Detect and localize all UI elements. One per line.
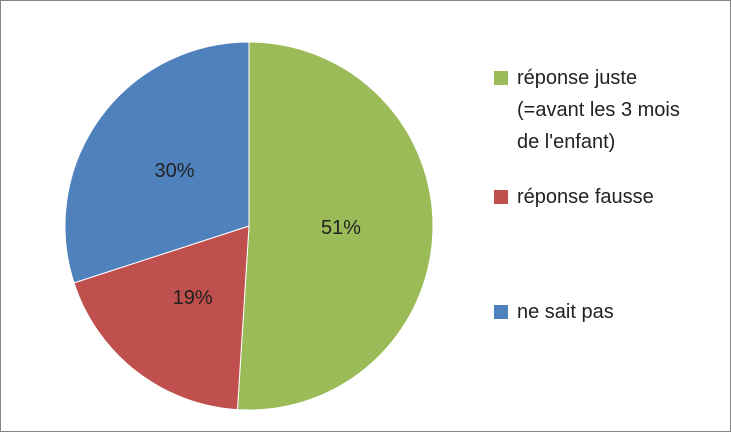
legend-item: réponse fausse [494,181,704,213]
legend-swatch [494,190,508,204]
data-label: 19% [173,287,213,309]
legend-item: ne sait pas [494,296,704,328]
legend-swatch [494,71,508,85]
legend-label: réponse juste (=avant les 3 mois de l'en… [517,67,680,153]
data-label: 30% [155,160,195,182]
legend-label: ne sait pas [517,301,614,323]
pie-slice [236,41,434,411]
data-label: 51% [321,217,361,239]
legend-label: réponse fausse [517,186,654,208]
legend-item: réponse juste (=avant les 3 mois de l'en… [494,62,704,158]
pie-slice [64,41,250,284]
legend-swatch [494,305,508,319]
pie-slice [73,225,250,411]
